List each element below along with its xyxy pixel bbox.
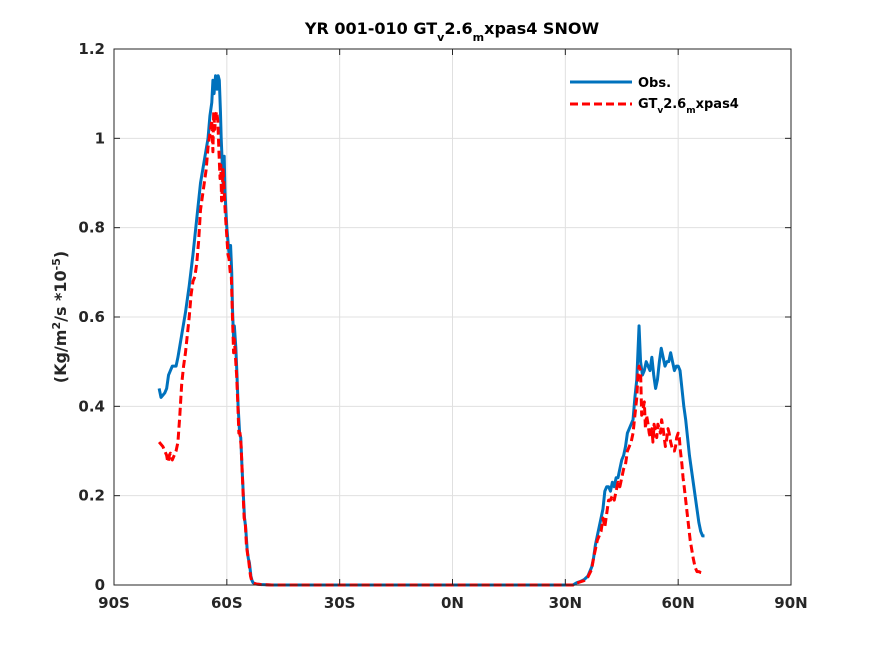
y-axis-label: (Kg/m2/s *10-5) bbox=[50, 251, 71, 383]
y-tick-label: 0.8 bbox=[78, 219, 105, 237]
ticks: 90S 60S 30S 0N 30N 60N 90N 0 0.2 0.4 0.6 0.8 1 1.2 bbox=[78, 40, 807, 612]
y-tick-label: 0.4 bbox=[78, 397, 105, 415]
x-tick-label: 30S bbox=[324, 594, 356, 612]
x-tick-label: 0N bbox=[441, 594, 464, 612]
x-tick-label: 60S bbox=[211, 594, 243, 612]
legend-label-model: GTv2.6mxpas4 bbox=[638, 97, 739, 116]
legend: Obs. GTv2.6mxpas4 bbox=[570, 76, 739, 116]
chart-title: YR 001-010 GTv2.6mxpas4 SNOW bbox=[304, 19, 600, 44]
legend-label-obs: Obs. bbox=[638, 76, 671, 91]
x-tick-label: 90S bbox=[98, 594, 130, 612]
series-layer bbox=[157, 74, 705, 587]
x-tick-label: 30N bbox=[549, 594, 582, 612]
series-line-model bbox=[157, 110, 705, 587]
y-tick-label: 0.6 bbox=[78, 308, 105, 326]
grid bbox=[114, 49, 791, 585]
y-tick-label: 0.2 bbox=[78, 487, 105, 505]
y-tick-label: 1.2 bbox=[78, 40, 105, 58]
y-tick-label: 1 bbox=[95, 129, 105, 147]
y-tick-label: 0 bbox=[95, 576, 105, 594]
x-tick-label: 90N bbox=[774, 594, 807, 612]
x-tick-label: 60N bbox=[661, 594, 694, 612]
